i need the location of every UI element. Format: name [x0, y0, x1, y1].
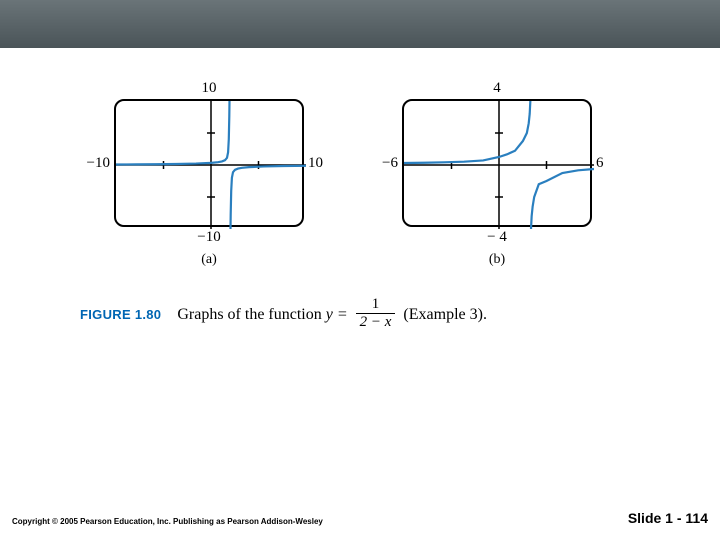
fraction-denominator: 2 − x	[356, 313, 396, 331]
plot-b-curve-left	[404, 101, 530, 163]
plot-b-mid-row: −6	[368, 99, 626, 227]
plot-b-top-label: 4	[493, 80, 501, 97]
plot-a-wrap: 10 −10	[80, 80, 338, 268]
fraction: 12 − x	[356, 296, 396, 331]
figure-label: FIGURE 1.80	[80, 307, 161, 322]
plot-b-sublabel: (b)	[489, 252, 505, 268]
fraction-numerator: 1	[356, 296, 396, 313]
header-bar	[0, 0, 720, 48]
plot-b-bottom-label: − 4	[487, 229, 507, 246]
caption-text-after: (Example 3).	[399, 306, 487, 323]
plot-b-svg	[404, 101, 594, 229]
plot-a-box	[114, 99, 304, 227]
caption-eq-lhs: y =	[326, 306, 352, 323]
plot-a-curve-right	[231, 166, 307, 229]
slide-number: Slide 1 - 114	[628, 510, 708, 526]
plot-b-left-label: −6	[368, 155, 402, 172]
plot-a-right-label: 10	[304, 155, 338, 172]
caption-text-before: Graphs of the function	[177, 306, 325, 323]
plots-row: 10 −10	[80, 80, 640, 268]
plot-a-mid-row: −10	[80, 99, 338, 227]
plot-a-left-label: −10	[80, 155, 114, 172]
plot-a-bottom-label: −10	[197, 229, 220, 246]
plot-a-svg	[116, 101, 306, 229]
plot-b-wrap: 4 −6	[368, 80, 626, 268]
plot-a-sublabel: (a)	[201, 252, 217, 268]
plot-a-top-label: 10	[202, 80, 217, 97]
plot-b-right-label: 6	[592, 155, 626, 172]
plot-b-curve-right	[531, 169, 594, 229]
figure-caption: FIGURE 1.80 Graphs of the function y = 1…	[80, 298, 640, 333]
plot-b-box	[402, 99, 592, 227]
copyright-text: Copyright © 2005 Pearson Education, Inc.…	[12, 517, 323, 526]
footer: Copyright © 2005 Pearson Education, Inc.…	[12, 510, 708, 526]
figure-content: 10 −10	[80, 80, 640, 333]
